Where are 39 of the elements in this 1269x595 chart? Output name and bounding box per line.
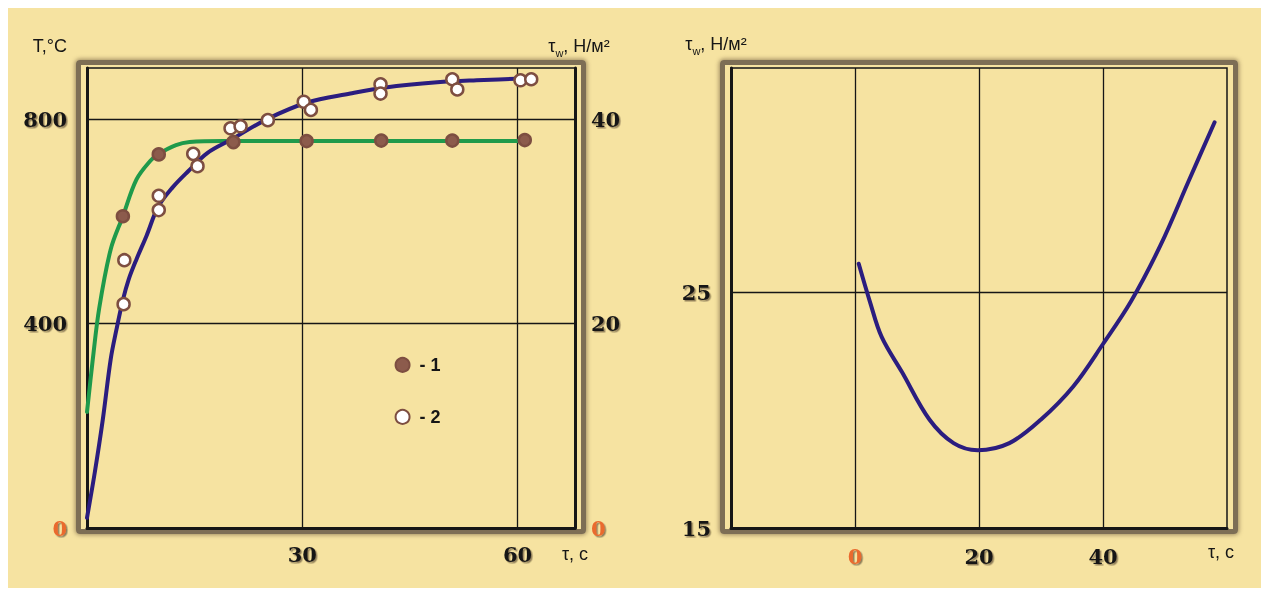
point bbox=[233, 119, 248, 134]
point bbox=[299, 133, 314, 149]
legend-label: - 2 bbox=[419, 406, 441, 427]
point bbox=[115, 208, 131, 224]
point bbox=[445, 133, 460, 148]
point bbox=[517, 132, 533, 148]
point bbox=[151, 202, 167, 218]
point bbox=[373, 86, 388, 101]
point bbox=[260, 112, 276, 128]
y2-tick-label: 0 bbox=[591, 515, 606, 541]
point bbox=[523, 72, 539, 87]
x-tick-label: 20 bbox=[964, 544, 994, 569]
x-axis-title: τ, с bbox=[1207, 542, 1235, 562]
y-tick-label: 800 bbox=[23, 106, 67, 132]
point bbox=[151, 188, 167, 204]
y2-tick-label: 20 bbox=[591, 311, 621, 337]
point bbox=[116, 296, 131, 312]
x-axis-title: τ, с bbox=[561, 544, 589, 564]
point bbox=[374, 133, 389, 148]
y-tick-label: 25 bbox=[681, 279, 711, 305]
point bbox=[185, 146, 201, 162]
x-tick-label: 60 bbox=[502, 542, 533, 567]
point bbox=[303, 102, 319, 118]
y-tick-label: 400 bbox=[23, 311, 67, 337]
x-tick-label: 0 bbox=[847, 544, 863, 569]
y2-tick-label: 40 bbox=[591, 106, 621, 132]
point bbox=[190, 158, 205, 174]
point bbox=[151, 147, 167, 162]
point bbox=[117, 252, 132, 268]
x-tick-label: 40 bbox=[1088, 544, 1118, 569]
point bbox=[450, 82, 465, 97]
legend-label: - 1 bbox=[419, 354, 441, 375]
point bbox=[445, 72, 460, 87]
y-axis-title: T,°C bbox=[32, 36, 67, 56]
y-tick-label: 0 bbox=[52, 515, 67, 541]
y-tick-label: 15 bbox=[681, 515, 711, 541]
point bbox=[226, 134, 241, 150]
x-tick-label: 30 bbox=[287, 542, 317, 567]
line-series bbox=[856, 120, 1217, 453]
